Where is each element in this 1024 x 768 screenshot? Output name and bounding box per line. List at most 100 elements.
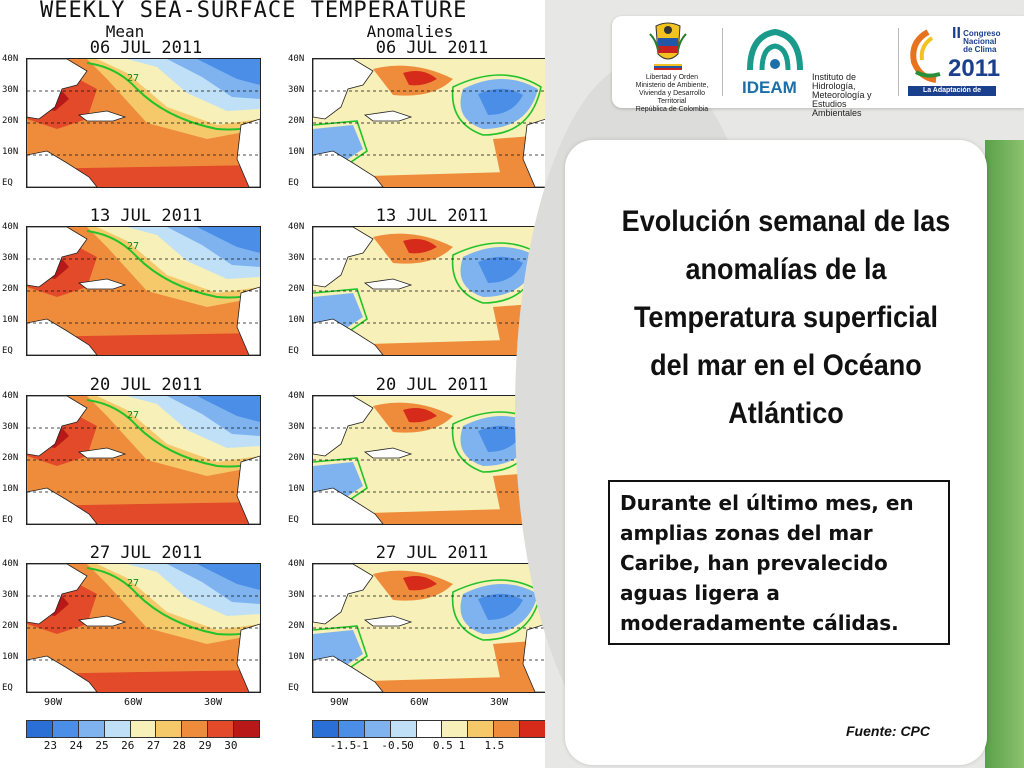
logo-divider [898,28,899,96]
congress-title: II Congreso Nacional de Clima [952,25,1001,54]
anomalies-column-header: Anomalies [366,22,454,41]
mean-sst-map: 27 [26,395,261,525]
colorbar-swatch [416,721,443,737]
sst-figure: WEEKLY SEA-SURFACE TEMPERATURE Mean Anom… [2,0,547,752]
figure-title: WEEKLY SEA-SURFACE TEMPERATURE [40,0,468,23]
latitude-label: 40N [288,559,305,569]
mean-week-date: 20 JUL 2011 [89,375,203,395]
latitude-label: 20N [288,621,305,631]
anom-week-date: 06 JUL 2011 [375,38,489,58]
colorbar-tick-label: 1 [458,739,466,752]
longitude-label: 30W [490,697,509,708]
latitude-label: EQ [2,178,13,188]
ideam-name: IDEAM [742,78,797,97]
colorbar-swatch [78,721,105,737]
colorbar-tick-label: 29 [198,739,212,752]
latitude-label: 20N [2,284,19,294]
congress-year: 2011 [948,55,1001,82]
mean-colorbar [26,720,260,738]
colorbar-swatch [156,721,183,737]
colorbar-swatch [468,721,495,737]
latitude-label: EQ [288,346,299,356]
colorbar-tick-label: -1.5 [329,739,357,752]
longitude-label: 90W [330,697,349,708]
latitude-label: 10N [2,147,19,157]
latitude-label: 10N [288,484,305,494]
latitude-label: 30N [288,253,305,263]
mean-week-date: 06 JUL 2011 [89,38,203,58]
latitude-label: 10N [2,315,19,325]
congress-logo [910,29,941,83]
contour-27-label: 27 [127,410,139,421]
mean-sst-map: 27 [26,226,261,356]
colorbar-swatch [27,721,53,737]
colorbar-tick-label: 24 [69,739,83,752]
ideam-logo [747,28,803,71]
anomaly-sst-map [312,563,547,693]
slide-headline: Evolución semanal de las anomalías de la… [621,205,951,430]
contour-27-label: 27 [127,578,139,589]
latitude-label: 40N [2,222,19,232]
latitude-label: 30N [288,590,305,600]
latitude-label: 40N [2,559,19,569]
logo-divider [722,28,723,96]
contour-27-label: 27 [127,73,139,84]
latitude-label: 30N [2,85,19,95]
latitude-label: 10N [288,315,305,325]
anomaly-sst-map [312,395,547,525]
latitude-label: 20N [288,284,305,294]
contour-27-label: 27 [127,241,139,252]
latitude-label: 40N [2,54,19,64]
colorbar-swatch [313,721,339,737]
anom-week-date: 13 JUL 2011 [375,206,489,226]
colorbar-tick-label: 23 [43,739,58,752]
colorbar-tick-label: 30 [224,739,238,752]
mean-week-date: 27 JUL 2011 [89,543,203,563]
colorbar-swatch [182,721,209,737]
congress-tagline: La Adaptación de Colombia [908,86,996,104]
longitude-label: 60W [124,697,143,708]
latitude-label: 20N [288,453,305,463]
latitude-label: EQ [2,515,13,525]
ideam-subtitle: Instituto de Hidrología, Meteorología y … [812,72,872,118]
latitude-label: EQ [2,683,13,693]
latitude-label: EQ [288,683,299,693]
green-accent-edge [985,140,1024,768]
summary-note: Durante el último mes, en amplias zonas … [608,480,950,645]
anom-week-date: 27 JUL 2011 [375,543,489,563]
colorbar-swatch [104,721,131,737]
mean-sst-map: 27 [26,58,261,188]
colorbar-tick-label: -1 [355,739,369,752]
latitude-label: 40N [288,54,305,64]
colorbar-swatch [390,721,417,737]
latitude-label: 10N [288,652,305,662]
anomaly-sst-map [312,58,547,188]
colorbar-tick-label: 1.5 [484,739,505,752]
colorbar-swatch [234,721,260,737]
latitude-label: 10N [288,147,305,157]
colorbar-tick-label: -0.5 [381,739,408,752]
anom-week-date: 20 JUL 2011 [375,375,489,395]
colorbar-swatch [494,721,521,737]
colorbar-tick-label: 26 [121,739,135,752]
latitude-label: EQ [2,346,13,356]
gov-caption: Libertad y Orden Ministerio de Ambiente,… [635,74,709,113]
latitude-label: 20N [2,453,19,463]
colorbar-tick-label: 25 [95,739,109,752]
latitude-label: 10N [2,484,19,494]
latitude-label: EQ [288,515,299,525]
colorbar-swatch [52,721,79,737]
colorbar-swatch [338,721,365,737]
latitude-label: 40N [288,222,305,232]
mean-sst-map: 27 [26,563,261,693]
content-card [565,140,987,765]
colorbar-tick-label: 0 [407,739,414,752]
colorbar-tick-label: 0.5 [432,739,453,752]
latitude-label: EQ [288,178,299,188]
colorbar-swatch [208,721,235,737]
longitude-label: 60W [410,697,429,708]
mean-week-date: 13 JUL 2011 [89,206,203,226]
colorbar-swatch [130,721,157,737]
latitude-label: 30N [288,422,305,432]
anomaly-colorbar [312,720,546,738]
